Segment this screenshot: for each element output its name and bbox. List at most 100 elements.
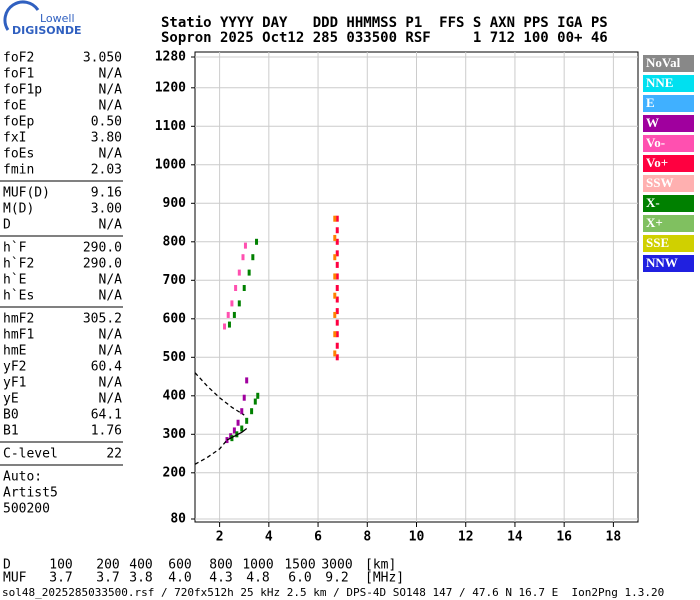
echo-point [227, 321, 231, 328]
y-tick-label: 1100 [155, 119, 186, 134]
x-tick-label: 18 [606, 530, 622, 545]
echo-point [335, 285, 339, 291]
x-tick-label: 8 [363, 530, 371, 545]
logo-text: Lowell [40, 12, 75, 25]
mufd-cell: 3.7 [49, 571, 72, 586]
echo-point [245, 417, 249, 424]
echo-point [333, 234, 337, 241]
logo-text: DIGISONDE [12, 24, 81, 37]
auto-text: Auto: [3, 470, 42, 485]
echo-point [333, 215, 337, 222]
echo-point [243, 242, 247, 249]
param-value: 3.050 [83, 51, 122, 66]
y-tick-label: 1000 [155, 157, 186, 172]
mufd-cell: 1500 [284, 558, 315, 573]
param-name: D [3, 218, 11, 233]
echo-point [232, 311, 236, 318]
legend-label: X+ [646, 215, 663, 230]
model-line [226, 428, 248, 441]
echo-point [230, 300, 234, 307]
legend-box [643, 255, 694, 272]
param-name: foEp [3, 115, 34, 130]
echo-point [333, 350, 337, 357]
legend-box [643, 55, 694, 72]
param-value: N/A [99, 273, 123, 288]
param-name: yF1 [3, 376, 26, 391]
legend-box [643, 135, 694, 152]
x-tick-label: 12 [458, 530, 474, 545]
param-value: 22 [106, 447, 122, 462]
echo-point [335, 215, 339, 222]
auto-text: 500200 [3, 502, 50, 517]
param-name: h`F2 [3, 257, 34, 272]
mufd-cell: 3.8 [129, 571, 152, 586]
param-name: hmE [3, 344, 26, 359]
param-name: h`F [3, 241, 27, 256]
y-tick-label: 800 [163, 234, 187, 249]
echo-point [242, 394, 246, 401]
param-name: fmin [3, 163, 34, 178]
y-tick-label: 900 [163, 196, 187, 211]
mufd-cell: MUF [3, 571, 27, 586]
param-value: 3.00 [91, 202, 122, 217]
y-tick-label: 1280 [155, 50, 186, 65]
x-tick-label: 6 [314, 530, 322, 545]
echo-point [333, 292, 337, 299]
param-name: B1 [3, 424, 19, 439]
mufd-cell: [km] [365, 558, 396, 573]
param-value: N/A [99, 376, 123, 391]
param-name: C-level [3, 447, 58, 462]
param-value: N/A [99, 328, 123, 343]
echo-point [237, 300, 241, 307]
param-name: fxI [3, 131, 26, 146]
echo-point [335, 319, 339, 326]
y-tick-label: 700 [163, 273, 187, 288]
param-value: N/A [99, 67, 123, 82]
legend-label: NNE [646, 75, 673, 90]
y-tick-label: 300 [163, 427, 187, 442]
echo-point [335, 273, 339, 280]
legend-label: NNW [646, 255, 678, 270]
y-tick-label: 400 [163, 388, 187, 403]
param-value: N/A [99, 218, 123, 233]
y-tick-label: 80 [170, 512, 186, 527]
echo-point [236, 419, 240, 426]
legend-box [643, 75, 694, 92]
mufd-cell: [MHz] [365, 571, 404, 586]
param-value: N/A [99, 147, 123, 162]
x-tick-label: 10 [409, 530, 425, 545]
echo-point [251, 254, 255, 261]
legend-box [643, 115, 694, 132]
param-name: foF1 [3, 67, 34, 82]
legend-label: SSW [646, 175, 673, 190]
echo-point [335, 261, 339, 268]
echo-point [335, 331, 339, 338]
param-value: 64.1 [91, 408, 122, 423]
legend-box [643, 215, 694, 232]
header-line: Sopron 2025 Oct12 285 033500 RSF 1 712 1… [161, 30, 608, 46]
y-tick-label: 500 [163, 350, 187, 365]
echo-point [253, 398, 257, 405]
mufd-cell: 4.0 [168, 571, 191, 586]
param-value: N/A [99, 344, 123, 359]
x-tick-label: 14 [507, 530, 523, 545]
param-name: foF1p [3, 83, 42, 98]
legend-label: NoVal [646, 55, 681, 70]
param-value: 60.4 [91, 360, 122, 375]
echo-point [242, 285, 246, 291]
mufd-cell: 200 [96, 558, 119, 573]
echo-point [335, 308, 339, 315]
param-name: M(D) [3, 202, 34, 217]
echo-point [245, 377, 249, 384]
param-name: MUF(D) [3, 186, 50, 201]
x-tick-label: 2 [216, 530, 224, 545]
mufd-cell: 3.7 [96, 571, 119, 586]
echo-point [333, 311, 337, 318]
model-line [194, 372, 245, 416]
x-tick-label: 4 [265, 530, 273, 545]
echo-point [333, 331, 337, 338]
param-name: foE [3, 99, 26, 114]
echo-point [237, 269, 241, 276]
param-name: foEs [3, 147, 34, 162]
param-name: h`E [3, 273, 26, 288]
